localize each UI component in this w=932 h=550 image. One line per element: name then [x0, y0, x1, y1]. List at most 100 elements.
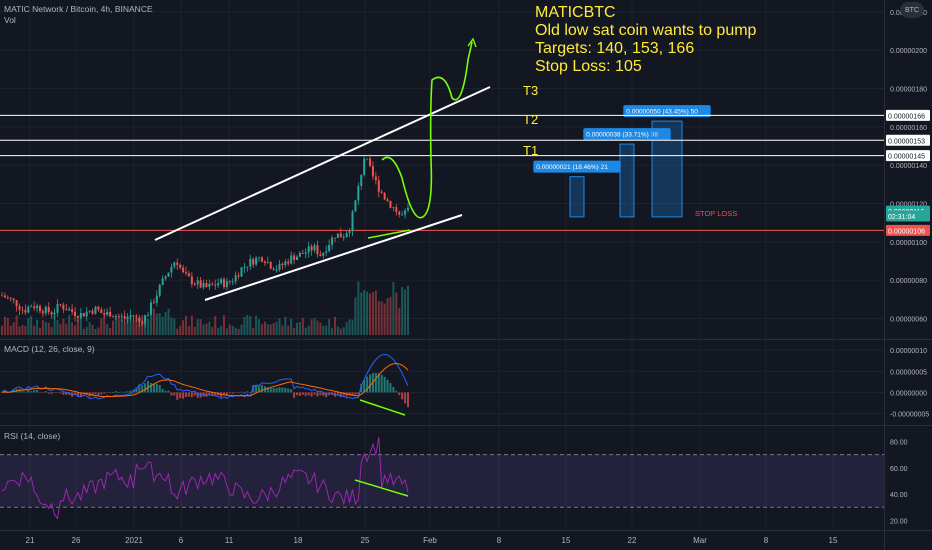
macd-histogram-bar: [366, 376, 369, 393]
candle-body: [103, 313, 106, 315]
macd-histogram-bar: [255, 384, 258, 393]
volume-bar: [79, 317, 82, 335]
volume-bar: [12, 322, 15, 335]
candle-body: [310, 246, 313, 251]
volume-bar: [100, 318, 103, 335]
macd-histogram-bar: [47, 392, 50, 394]
target-label-box: [533, 160, 621, 173]
candle-body: [158, 284, 161, 296]
x-tick-label: 8: [764, 536, 769, 545]
candle-body: [109, 311, 112, 317]
volume-bar: [1, 325, 3, 335]
volume-bar: [173, 318, 176, 335]
idea-line: Targets: 140, 153, 166: [535, 40, 695, 57]
candle-body: [120, 316, 123, 317]
volume-bar: [97, 327, 100, 335]
candle-body: [50, 312, 53, 315]
macd-histogram-bar: [123, 391, 126, 393]
candle-body: [185, 272, 188, 274]
target-label: 0.00000021 (18.46%) 21: [536, 164, 608, 171]
macd-histogram-bar: [111, 392, 114, 393]
macd-histogram-bar: [389, 383, 392, 393]
candle-body: [205, 283, 208, 287]
candle-body: [240, 267, 243, 277]
candle-body: [44, 306, 47, 314]
volume-bar: [214, 316, 217, 335]
candle-body: [269, 261, 272, 269]
volume-bar: [293, 328, 296, 335]
volume-bar: [41, 319, 44, 335]
volume-bar: [263, 321, 266, 335]
candle-body: [328, 244, 331, 252]
volume-bar: [50, 327, 53, 335]
candle-body: [173, 262, 176, 267]
candle-body: [301, 252, 304, 254]
x-tick-label: 2021: [125, 536, 143, 545]
candle-body: [331, 237, 334, 245]
target-label: 0.00000050 (43.45%) 50: [626, 109, 698, 116]
volume-bar: [15, 315, 18, 335]
price-label-box: [886, 210, 930, 222]
candle-body: [176, 262, 179, 265]
volume-bar: [88, 322, 91, 335]
rsi-tick-label: 80.00: [890, 440, 908, 447]
volume-bar: [76, 319, 79, 335]
volume-bar: [161, 316, 164, 335]
candle-body: [94, 306, 97, 314]
candle-body: [313, 245, 316, 251]
macd-histogram-bar: [173, 392, 176, 396]
candle-body: [307, 246, 310, 253]
candle-body: [76, 316, 79, 318]
macd-histogram-bar: [50, 392, 53, 394]
volume-bar: [152, 308, 155, 335]
macd-histogram-bar: [225, 392, 228, 396]
candle-body: [231, 281, 234, 283]
horizontal-levels: [0, 114, 884, 231]
macd-histogram-bar: [290, 389, 293, 393]
y-tick-label: 0.00000060: [890, 317, 927, 324]
candle-body: [319, 254, 322, 256]
macd-histogram-bar: [120, 391, 123, 393]
candle-body: [336, 233, 339, 239]
candle-body: [252, 258, 255, 265]
volume-bar: [202, 324, 205, 335]
volume-bar: [36, 319, 39, 335]
volume-bar: [407, 285, 409, 335]
macd-histogram-bar: [404, 392, 407, 404]
candle-body: [100, 309, 103, 314]
macd-histogram-bar: [281, 387, 284, 393]
currency-badge[interactable]: BTC: [900, 2, 924, 18]
volume-bar: [325, 325, 328, 335]
candle-body: [263, 261, 266, 263]
macd-histogram-bar: [269, 388, 272, 393]
candle-body: [389, 201, 392, 208]
volume-bar: [164, 311, 167, 335]
macd-histogram-bar: [395, 390, 398, 393]
price-label: 02:31:04: [888, 214, 915, 221]
candle-body: [290, 255, 293, 264]
volume-bar: [395, 292, 398, 335]
candle-body: [164, 276, 167, 279]
candle-body: [222, 279, 225, 288]
macd-histogram-bar: [380, 374, 383, 393]
x-tick-label: 21: [26, 536, 35, 545]
macd-histogram-bar: [386, 379, 389, 393]
macd-histogram-bar: [149, 383, 152, 393]
volume-bar: [333, 316, 336, 335]
price-channel: [154, 37, 491, 301]
macd-histogram-bar: [284, 387, 287, 393]
candle-body: [342, 237, 345, 238]
candle-body: [182, 267, 185, 273]
candle-body: [298, 252, 301, 257]
volume-bar: [272, 323, 275, 335]
idea-text: MATICBTC Old low sat coin wants to pump …: [535, 4, 756, 76]
volume-bar: [366, 291, 369, 335]
symbol-title: MATIC Network / Bitcoin, 4h, BINANCE: [4, 4, 153, 14]
macd-histogram-bar: [147, 380, 150, 393]
candle-body: [3, 295, 6, 298]
candle-body: [281, 263, 284, 266]
macd-histogram-bar: [296, 392, 299, 396]
volume-bar: [190, 315, 193, 335]
volume-bar: [126, 316, 129, 335]
